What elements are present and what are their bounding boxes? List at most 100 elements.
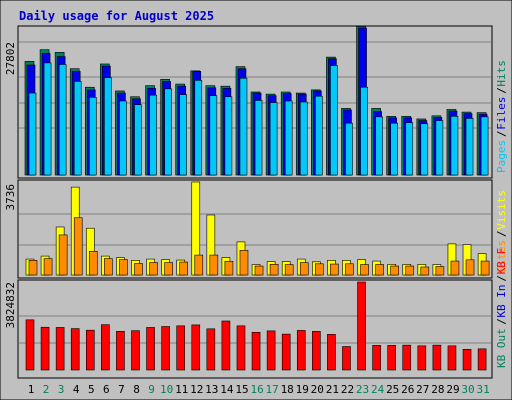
legend-kb-in: KB In bbox=[495, 284, 508, 317]
bar-pages-day-6 bbox=[104, 77, 112, 176]
top-panel-max-label: 27802 bbox=[4, 42, 17, 75]
bar-sites-day-26 bbox=[405, 265, 415, 276]
day-label-16: 16 bbox=[250, 383, 263, 396]
bar-sites-day-9 bbox=[149, 262, 158, 276]
day-label-26: 26 bbox=[401, 383, 414, 396]
bar-pages-day-13 bbox=[209, 95, 218, 176]
bar-sites-day-29 bbox=[450, 260, 460, 276]
day-label-10: 10 bbox=[160, 383, 173, 396]
bar-kb-f-day-1 bbox=[25, 319, 35, 371]
bar-kb-f-day-31 bbox=[477, 348, 487, 371]
bar-kb-f-day-25 bbox=[387, 345, 396, 371]
day-label-20: 20 bbox=[311, 383, 324, 396]
bar-kb-f-day-16 bbox=[251, 331, 261, 371]
bar-sites-day-16 bbox=[254, 265, 264, 276]
legend-visits: Visits bbox=[495, 190, 508, 230]
bar-pages-day-9 bbox=[149, 94, 157, 176]
bar-sites-day-2 bbox=[43, 258, 53, 276]
day-label-27: 27 bbox=[416, 383, 429, 396]
bar-pages-day-26 bbox=[405, 122, 414, 176]
bar-kb-f-day-12 bbox=[191, 324, 201, 371]
bar-pages-day-12 bbox=[194, 80, 203, 176]
day-label-17: 17 bbox=[265, 383, 278, 396]
bar-kb-f-day-18 bbox=[281, 333, 291, 371]
bottom-panel-max-label: 3824832 bbox=[4, 282, 17, 328]
middle-panel-max-label: 3736 bbox=[4, 184, 17, 211]
bar-pages-day-1 bbox=[28, 92, 37, 176]
day-label-4: 4 bbox=[73, 383, 80, 396]
bar-sites-day-6 bbox=[104, 258, 113, 276]
bar-sites-day-30 bbox=[465, 259, 475, 276]
day-label-8: 8 bbox=[133, 383, 140, 396]
bar-kb-f-day-3 bbox=[55, 327, 65, 371]
bar-pages-day-23 bbox=[360, 86, 368, 176]
middle-panel-legend: Sites /Visits bbox=[495, 190, 508, 273]
bar-pages-day-8 bbox=[134, 104, 142, 176]
bar-kb-f-day-13 bbox=[206, 328, 216, 371]
bar-sites-day-15 bbox=[239, 250, 249, 276]
bar-sites-day-10 bbox=[164, 262, 173, 276]
legend-separator: / bbox=[495, 87, 508, 94]
bar-sites-day-3 bbox=[58, 234, 68, 276]
bar-kb-f-day-24 bbox=[372, 345, 381, 371]
bar-kb-f-day-20 bbox=[312, 331, 321, 371]
bar-pages-day-7 bbox=[119, 100, 127, 176]
bar-sites-day-21 bbox=[330, 263, 339, 276]
bar-pages-day-28 bbox=[435, 120, 444, 176]
legend-kb-f: KB F bbox=[495, 248, 508, 275]
day-label-23: 23 bbox=[356, 383, 369, 396]
bar-kb-f-day-4 bbox=[70, 328, 80, 371]
bar-pages-day-20 bbox=[315, 95, 323, 176]
bar-kb-f-day-10 bbox=[161, 326, 170, 371]
bar-kb-f-day-22 bbox=[342, 346, 351, 371]
day-label-24: 24 bbox=[371, 383, 385, 396]
bar-pages-day-27 bbox=[420, 123, 429, 176]
bar-sites-day-8 bbox=[134, 263, 143, 276]
bar-sites-day-27 bbox=[420, 266, 430, 276]
bar-kb-f-day-6 bbox=[101, 324, 110, 371]
bar-kb-f-day-23 bbox=[357, 281, 366, 371]
bar-sites-day-24 bbox=[375, 264, 384, 276]
top-panel: 27802 Pages/Files/Hits bbox=[4, 25, 508, 179]
bar-kb-f-day-28 bbox=[432, 344, 442, 371]
bottom-panel-legend: KB Out/KB In/KB F bbox=[495, 248, 508, 368]
middle-panel: 3736 Sites /Visits bbox=[4, 179, 508, 279]
day-label-2: 2 bbox=[43, 383, 50, 396]
legend-separator: / bbox=[495, 230, 508, 237]
legend-files: Files bbox=[495, 97, 508, 130]
day-label-21: 21 bbox=[326, 383, 339, 396]
bar-kb-f-day-11 bbox=[176, 325, 185, 371]
day-label-13: 13 bbox=[205, 383, 218, 396]
bar-pages-day-30 bbox=[465, 118, 474, 176]
bar-sites-day-7 bbox=[119, 259, 128, 276]
bar-kb-f-day-26 bbox=[402, 344, 412, 371]
bar-kb-f-day-7 bbox=[116, 331, 125, 371]
bar-pages-day-31 bbox=[480, 116, 489, 176]
legend-sites: Sites bbox=[495, 240, 508, 273]
bottom-panel: 3824832 KB Out/KB In/KB F bbox=[4, 248, 508, 379]
day-label-5: 5 bbox=[88, 383, 95, 396]
bar-kb-f-day-27 bbox=[417, 345, 427, 371]
middle-panel-frame bbox=[17, 179, 493, 279]
bar-pages-day-10 bbox=[164, 88, 172, 176]
bar-pages-day-25 bbox=[390, 122, 398, 176]
legend-separator: / bbox=[495, 130, 508, 137]
bar-pages-day-18 bbox=[284, 100, 293, 176]
day-label-7: 7 bbox=[118, 383, 125, 396]
bar-kb-f-day-21 bbox=[327, 334, 336, 371]
middle-panel-bars bbox=[25, 181, 490, 276]
bar-sites-day-13 bbox=[209, 254, 219, 276]
day-label-19: 19 bbox=[296, 383, 309, 396]
bar-sites-day-5 bbox=[88, 251, 98, 276]
bar-sites-day-31 bbox=[480, 260, 490, 276]
bar-kb-f-day-2 bbox=[40, 326, 50, 371]
bar-sites-day-1 bbox=[28, 260, 38, 276]
bar-kb-f-day-5 bbox=[85, 329, 95, 371]
day-label-11: 11 bbox=[175, 383, 188, 396]
bar-sites-day-11 bbox=[179, 261, 188, 276]
legend-hits: Hits bbox=[495, 60, 508, 87]
day-label-6: 6 bbox=[103, 383, 110, 396]
bar-kb-f-day-19 bbox=[296, 330, 306, 371]
